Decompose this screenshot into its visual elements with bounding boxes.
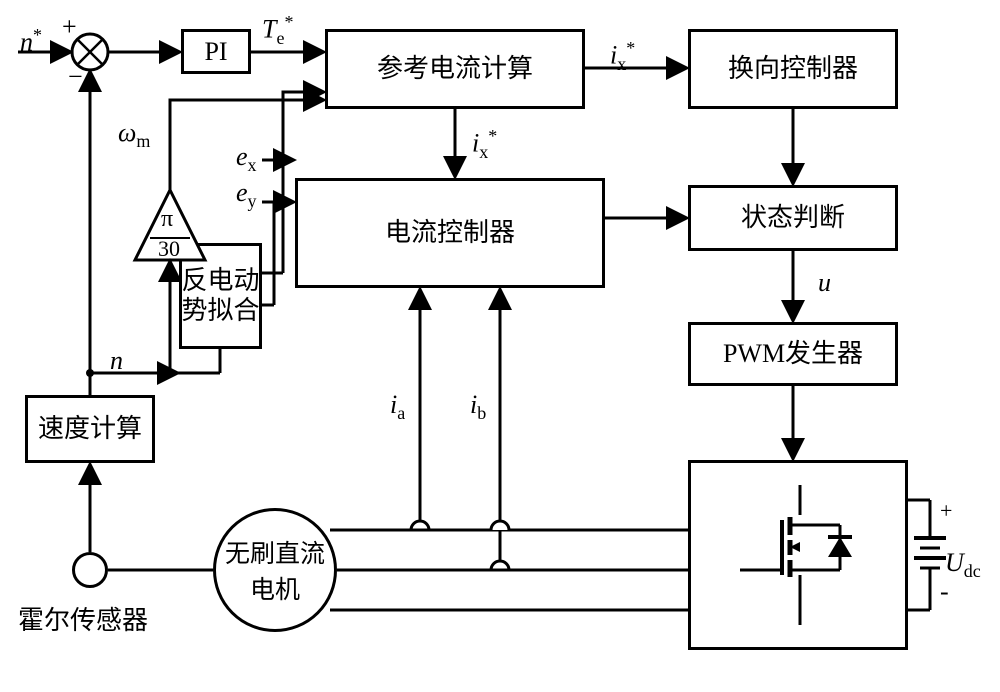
- label-minus: −: [68, 62, 83, 92]
- diagram-canvas: PI 参考电流计算 换向控制器 电流控制器 状态判断 反电动 势拟合 速度计算 …: [0, 0, 1000, 692]
- block-pwm: PWM发生器: [688, 322, 898, 386]
- gain-pi: π: [161, 206, 173, 233]
- label-te: Te*: [262, 12, 293, 49]
- block-commutation: 换向控制器: [688, 29, 898, 109]
- block-speed-calc: 速度计算: [25, 395, 155, 463]
- motor-circle: 无刷直流 电机: [213, 508, 337, 632]
- block-ref-current: 参考电流计算: [325, 29, 585, 109]
- label-u: u: [818, 268, 831, 298]
- label-n-star: n*: [20, 25, 42, 58]
- label-udc: Udc: [945, 548, 981, 582]
- block-backemf: 反电动 势拟合: [179, 243, 262, 349]
- label-ix1: ix*: [610, 38, 635, 75]
- label-ia: ia: [390, 390, 405, 424]
- motor-label: 无刷直流 电机: [225, 534, 325, 606]
- label-ib: ib: [470, 390, 486, 424]
- block-state-judge: 状态判断: [688, 185, 898, 251]
- label-n: n: [110, 346, 123, 376]
- label-ey: ey: [236, 178, 257, 212]
- block-pi: PI: [181, 29, 251, 74]
- block-inverter: [688, 460, 908, 650]
- label-ix2: ix*: [472, 126, 497, 163]
- block-current-ctrl: 电流控制器: [295, 178, 605, 288]
- label-omega: ωm: [118, 118, 150, 152]
- gain-30: 30: [158, 236, 180, 262]
- svg-text:+: +: [940, 498, 952, 523]
- hall-label: 霍尔传感器: [18, 600, 148, 637]
- txt: n: [20, 28, 33, 57]
- label-plus: +: [62, 12, 77, 42]
- hall-circle: [72, 552, 108, 588]
- label-ex: ex: [236, 142, 257, 176]
